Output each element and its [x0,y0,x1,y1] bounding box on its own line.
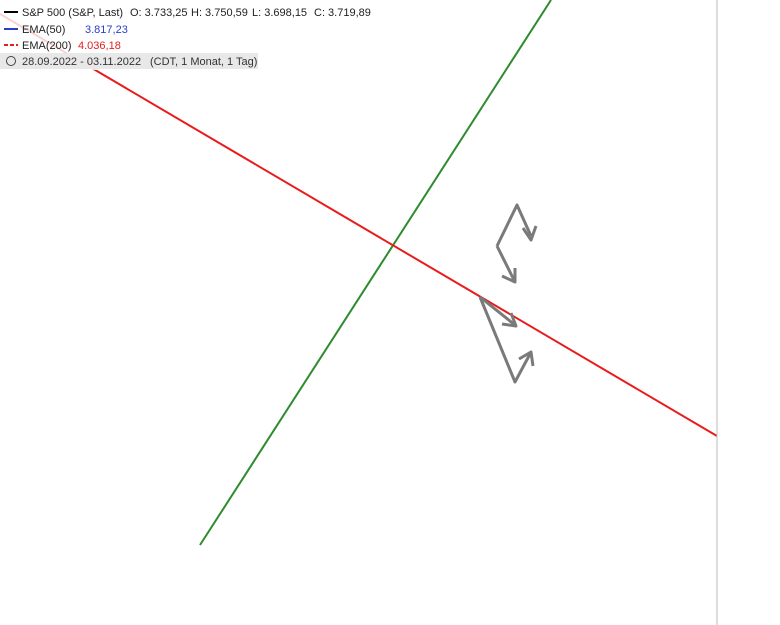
period-icon [6,56,16,66]
legend-title: S&P 500 (S&P, Last) [22,7,123,19]
ohlc-label: L: 3.698,15 [252,7,307,19]
arrow [495,203,533,247]
period: 28.09.2022 - 03.11.2022 [22,56,141,68]
arrow [478,296,532,384]
ohlc-label: O: 3.733,25 [130,7,188,19]
arrow-head [501,312,518,328]
arrow [495,245,516,281]
period-note: (CDT, 1 Monat, 1 Tag) [150,56,257,68]
resistance-trendline [0,13,718,437]
legend-entry: EMA(50) [22,24,65,36]
ohlc-label: H: 3.750,59 [191,7,248,19]
support-trendline [199,0,552,546]
arrow-head [501,268,517,284]
legend: S&P 500 (S&P, Last) O: 3.733,25 H: 3.750… [0,2,371,70]
arrow-head [521,225,538,242]
legend-value: 3.817,23 [85,24,128,36]
legend-entry: EMA(200) [22,40,72,52]
arrow-head [518,350,535,367]
ohlc-label: C: 3.719,89 [314,7,371,19]
legend-value: 4.036,18 [78,40,121,52]
projection-arrows [478,203,538,384]
arrow [479,295,516,327]
period-background [0,53,258,69]
